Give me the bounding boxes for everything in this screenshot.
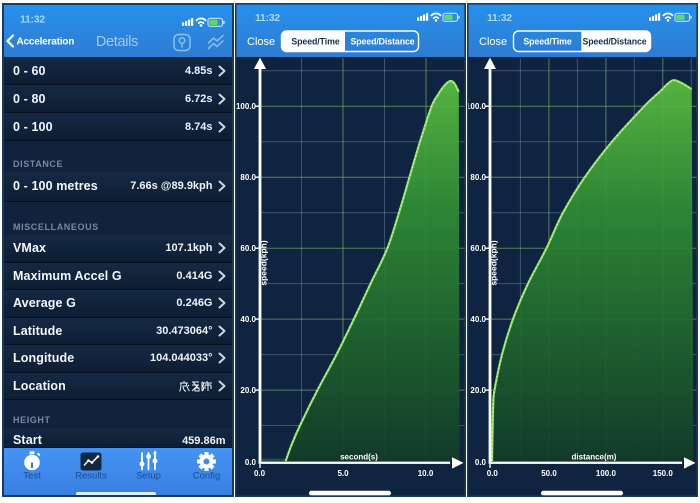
svg-text:150.0: 150.0	[653, 469, 674, 478]
svg-text:Results: Results	[75, 471, 107, 482]
svg-text:Setup: Setup	[136, 471, 161, 482]
svg-text:Close: Close	[479, 36, 507, 48]
svg-text:Speed/Distance: Speed/Distance	[350, 37, 414, 47]
svg-text:speed(kph): speed(kph)	[489, 240, 499, 286]
svg-text:0.0: 0.0	[245, 458, 257, 467]
svg-text:Speed/Time: Speed/Time	[523, 37, 571, 47]
svg-text:80.0: 80.0	[240, 173, 256, 182]
svg-text:Details: Details	[96, 34, 138, 50]
svg-text:11:32: 11:32	[255, 12, 280, 24]
svg-text:Config: Config	[193, 471, 220, 482]
svg-text:Acceleration: Acceleration	[17, 37, 75, 48]
svg-text:Close: Close	[247, 36, 275, 48]
svg-text:100.0: 100.0	[467, 102, 487, 111]
svg-text:speed(kph): speed(kph)	[259, 240, 269, 286]
svg-text:distance(m): distance(m)	[572, 453, 617, 462]
svg-text:40.0: 40.0	[470, 315, 486, 324]
svg-text:5.0: 5.0	[337, 469, 349, 478]
svg-text:100.0: 100.0	[596, 469, 617, 478]
svg-text:0.0: 0.0	[487, 469, 499, 478]
svg-text:50.0: 50.0	[541, 469, 557, 478]
svg-text:0.0: 0.0	[475, 458, 487, 467]
svg-text:100.0: 100.0	[236, 102, 257, 111]
svg-text:11:32: 11:32	[20, 14, 45, 26]
svg-text:60.0: 60.0	[240, 244, 256, 253]
svg-text:40.0: 40.0	[240, 315, 256, 324]
svg-text:20.0: 20.0	[470, 386, 486, 395]
svg-text:second(s): second(s)	[340, 453, 378, 462]
svg-text:80.0: 80.0	[470, 173, 486, 182]
svg-text:20.0: 20.0	[240, 386, 256, 395]
svg-text:10.0: 10.0	[418, 469, 434, 478]
svg-text:Speed/Time: Speed/Time	[291, 37, 339, 47]
svg-text:Speed/Distance: Speed/Distance	[582, 37, 646, 47]
svg-text:60.0: 60.0	[470, 244, 486, 253]
svg-text:11:32: 11:32	[487, 12, 512, 24]
svg-text:Test: Test	[23, 471, 41, 482]
svg-text:0.0: 0.0	[254, 469, 266, 478]
